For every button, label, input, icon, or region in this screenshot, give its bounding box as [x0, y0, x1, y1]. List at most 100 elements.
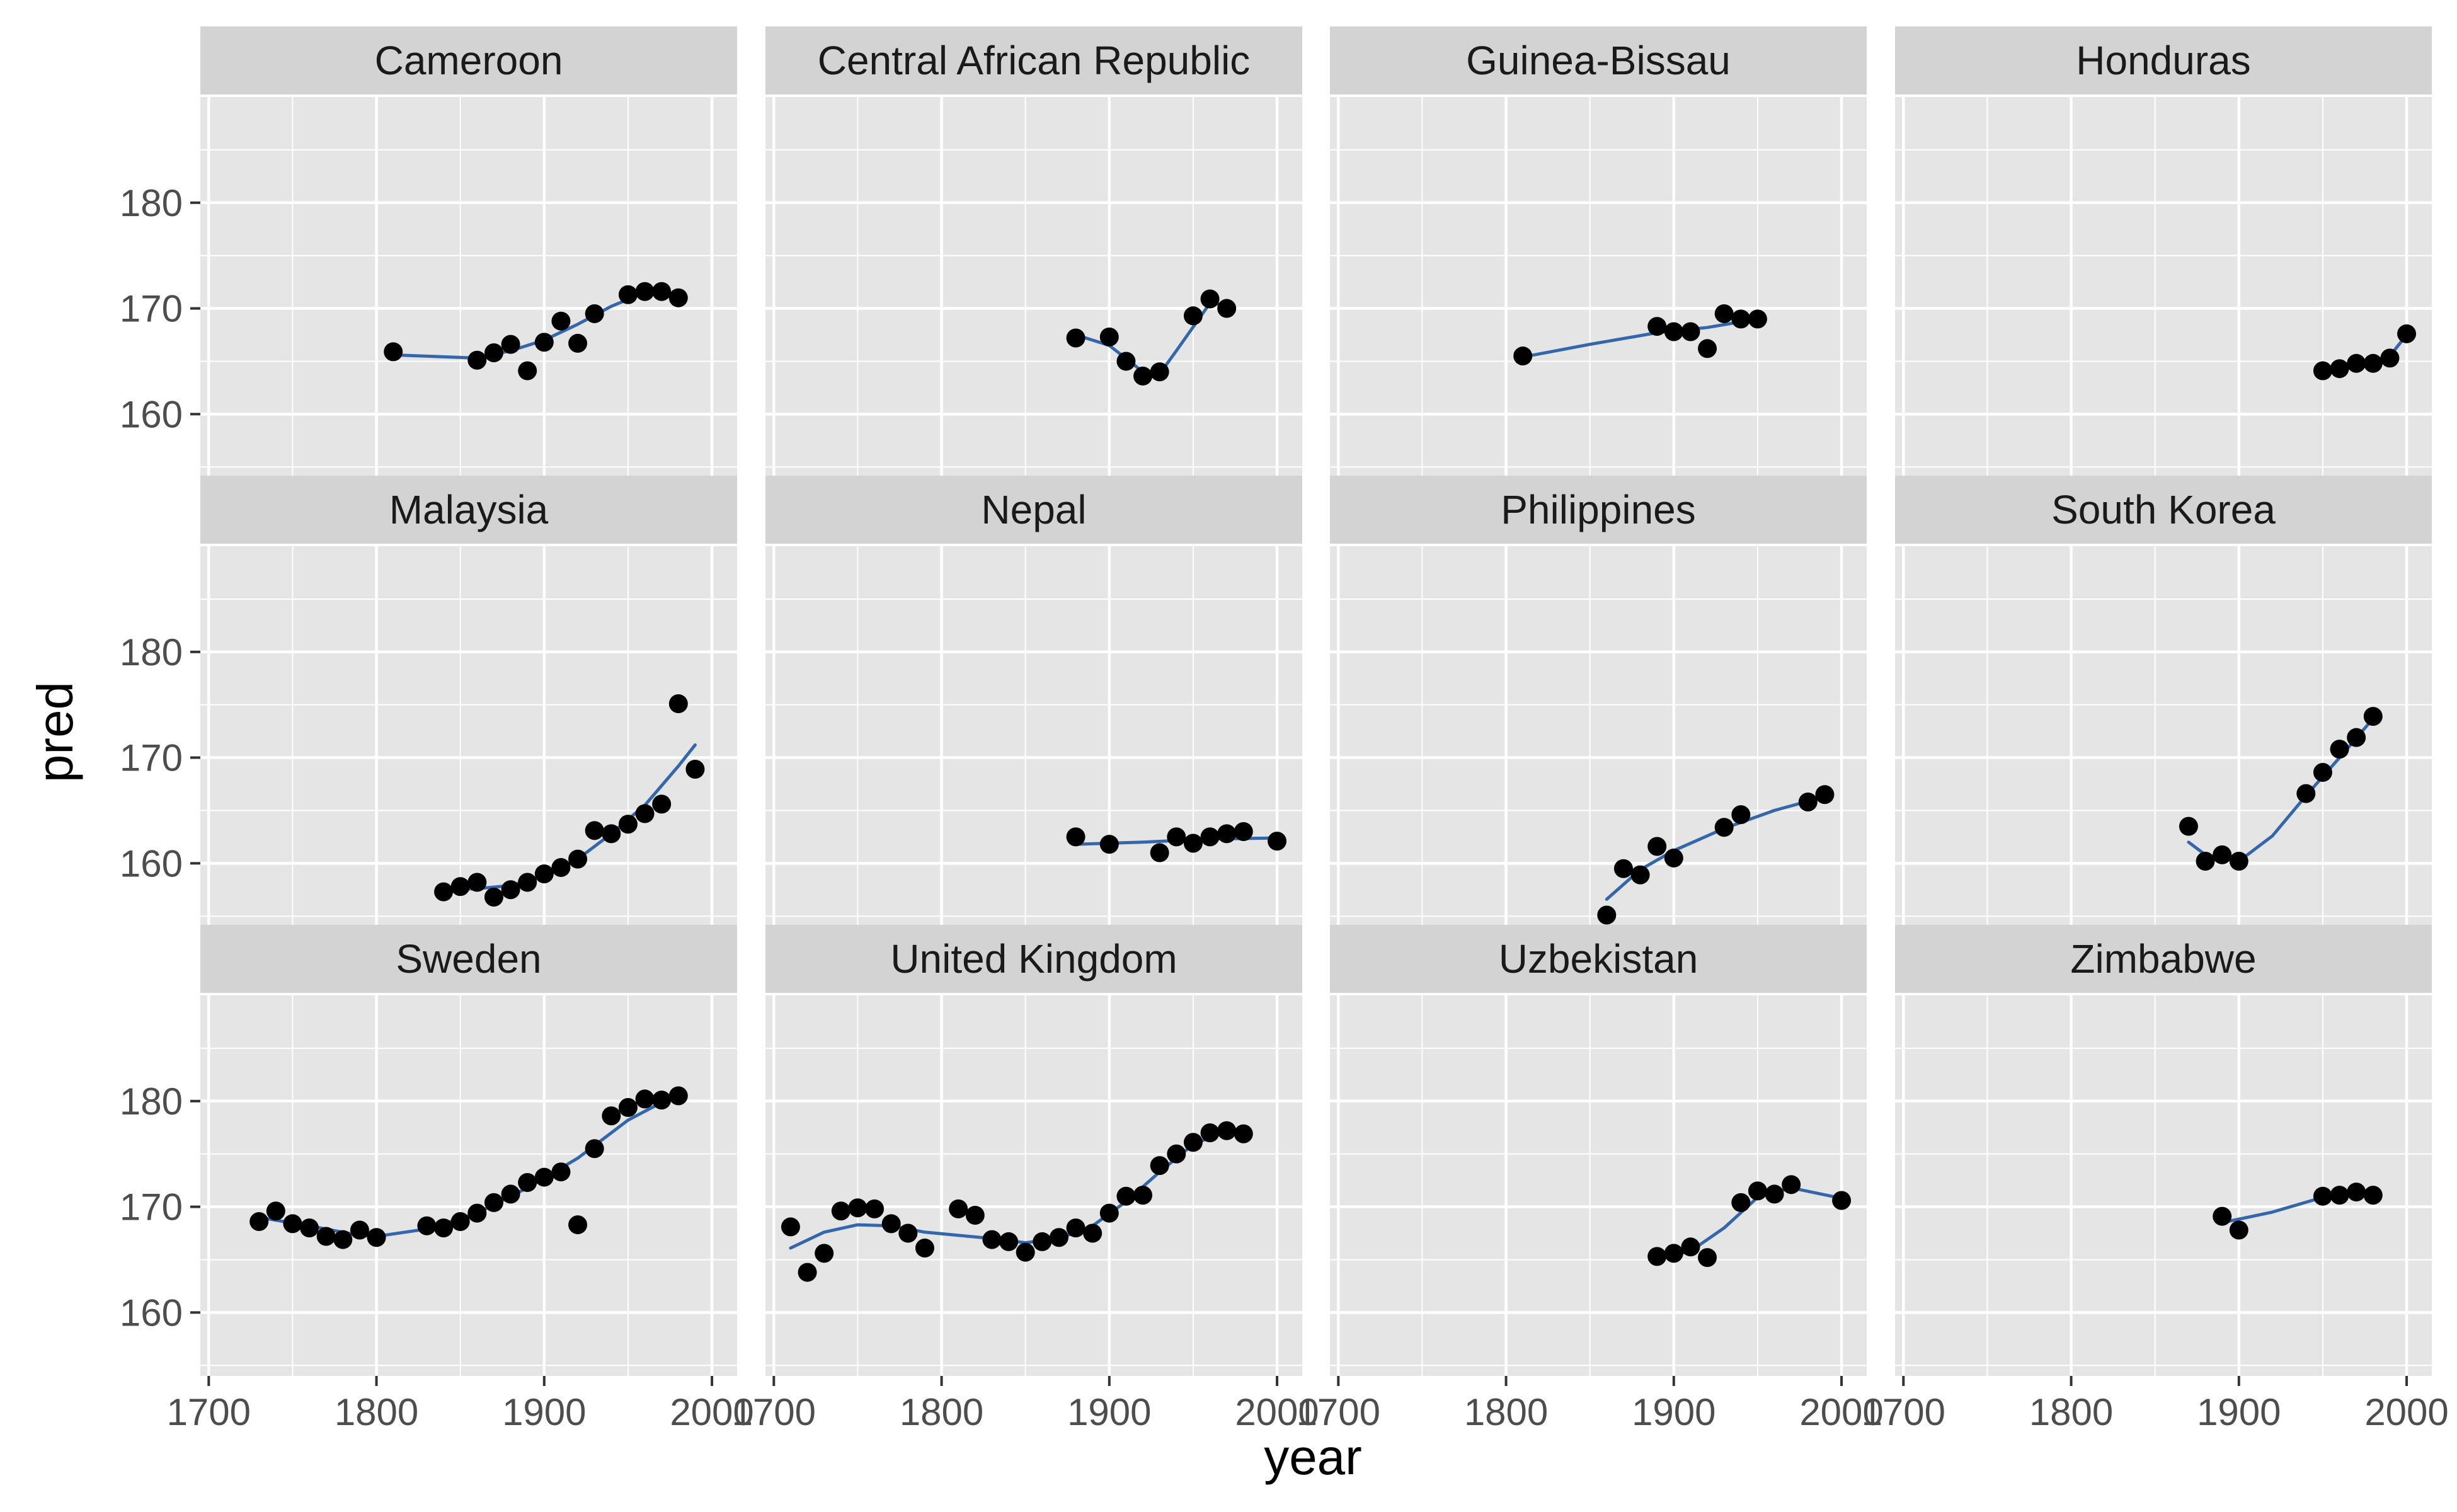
- data-point: [2179, 816, 2198, 836]
- data-point: [2196, 851, 2215, 871]
- data-point: [1681, 1237, 1700, 1257]
- facet-strip-label: Cameroon: [375, 38, 563, 83]
- data-point: [1200, 289, 1220, 309]
- data-point: [266, 1201, 285, 1221]
- data-point: [283, 1214, 302, 1234]
- facet-panel: Uzbekistan 1700 1800 1900 2000: [1297, 925, 1884, 1433]
- data-point: [831, 1201, 850, 1221]
- data-point: [668, 694, 688, 713]
- data-point: [965, 1205, 985, 1225]
- facet-strip-label: South Korea: [2051, 487, 2276, 532]
- data-point: [2347, 353, 2366, 373]
- facet-panel: Sweden 160 170 180 1700 1800 1900 2000: [120, 925, 754, 1433]
- x-tick-label: 2000: [2364, 1391, 2448, 1433]
- data-point: [1765, 1184, 1784, 1204]
- data-point: [1150, 362, 1169, 382]
- data-point: [551, 311, 571, 331]
- data-point: [417, 1216, 437, 1235]
- panel-background: [1330, 97, 1867, 478]
- y-tick-label: 160: [120, 393, 183, 435]
- data-point: [2330, 1186, 2349, 1205]
- data-point: [1066, 328, 1085, 348]
- facet-panel: Nepal: [765, 476, 1302, 927]
- facet-panel: Cameroon 160 170 180: [120, 26, 737, 478]
- data-point: [1748, 309, 1767, 329]
- facet-strip-label: United Kingdom: [890, 936, 1177, 982]
- data-point: [1513, 346, 1533, 366]
- data-point: [881, 1214, 901, 1234]
- data-point: [333, 1230, 353, 1249]
- data-point: [1066, 1218, 1085, 1238]
- data-point: [1664, 1244, 1683, 1263]
- data-point: [1099, 1203, 1119, 1223]
- data-point: [1613, 859, 1633, 878]
- data-point: [467, 1203, 487, 1223]
- facet-strip-label: Sweden: [396, 936, 541, 982]
- data-point: [484, 343, 503, 363]
- data-point: [518, 1172, 537, 1192]
- data-point: [798, 1263, 817, 1282]
- x-tick-label: 1800: [2029, 1391, 2113, 1433]
- data-point: [1647, 1247, 1667, 1266]
- data-point: [1664, 322, 1683, 341]
- data-point: [915, 1238, 934, 1257]
- data-point: [534, 1167, 554, 1187]
- facet-strip: [1330, 26, 1867, 94]
- data-point: [815, 1244, 834, 1263]
- data-point: [602, 1106, 621, 1126]
- y-tick-label: 180: [120, 182, 183, 224]
- data-point: [568, 333, 588, 353]
- facet-panel: Honduras: [1895, 26, 2432, 478]
- facet-panel: South Korea: [1895, 476, 2432, 927]
- data-point: [2296, 784, 2316, 803]
- y-tick-label: 170: [120, 288, 183, 330]
- data-point: [1731, 309, 1751, 329]
- panel-background: [1330, 546, 1867, 927]
- data-point: [2363, 707, 2383, 726]
- data-point: [518, 361, 537, 381]
- facet-panel: Philippines: [1330, 476, 1867, 927]
- data-point: [2229, 1220, 2248, 1240]
- data-point: [1268, 832, 1287, 851]
- panel-background: [765, 546, 1302, 927]
- data-point: [652, 1091, 672, 1110]
- data-point: [367, 1228, 386, 1247]
- data-point: [1731, 1193, 1751, 1212]
- data-point: [1083, 1223, 1102, 1243]
- x-axis-title: year: [1264, 1429, 1362, 1485]
- data-point: [618, 285, 638, 304]
- x-tick-label: 1800: [335, 1391, 418, 1433]
- y-axis-title: pred: [27, 682, 83, 782]
- data-point: [450, 877, 470, 896]
- panel-background: [765, 995, 1302, 1376]
- x-tick-label: 1900: [502, 1391, 586, 1433]
- data-point: [467, 350, 487, 370]
- data-point: [518, 873, 537, 892]
- data-point: [1016, 1242, 1035, 1262]
- data-point: [1049, 1228, 1068, 1247]
- facet-strip: [1330, 925, 1867, 993]
- data-point: [652, 282, 672, 301]
- data-point: [2380, 348, 2400, 368]
- data-point: [999, 1232, 1019, 1251]
- facet-strip-label: Guinea-Bissau: [1466, 38, 1731, 83]
- data-point: [1714, 304, 1734, 323]
- x-tick-label: 2000: [670, 1391, 753, 1433]
- x-tick-label: 1700: [732, 1391, 816, 1433]
- facet-strip: [1895, 26, 2432, 94]
- data-point: [949, 1199, 968, 1218]
- data-point: [2397, 324, 2417, 343]
- data-point: [450, 1212, 470, 1232]
- y-tick-label: 170: [120, 1186, 183, 1228]
- x-tick-label: 2000: [1799, 1391, 1883, 1433]
- data-point: [1033, 1232, 1052, 1251]
- data-point: [668, 288, 688, 307]
- data-point: [1183, 1133, 1203, 1152]
- x-tick-label: 1900: [1632, 1391, 1715, 1433]
- y-tick-label: 180: [120, 1080, 183, 1123]
- y-tick-label: 160: [120, 842, 183, 885]
- panel-background: [765, 97, 1302, 478]
- data-point: [2313, 361, 2332, 381]
- data-point: [534, 864, 554, 884]
